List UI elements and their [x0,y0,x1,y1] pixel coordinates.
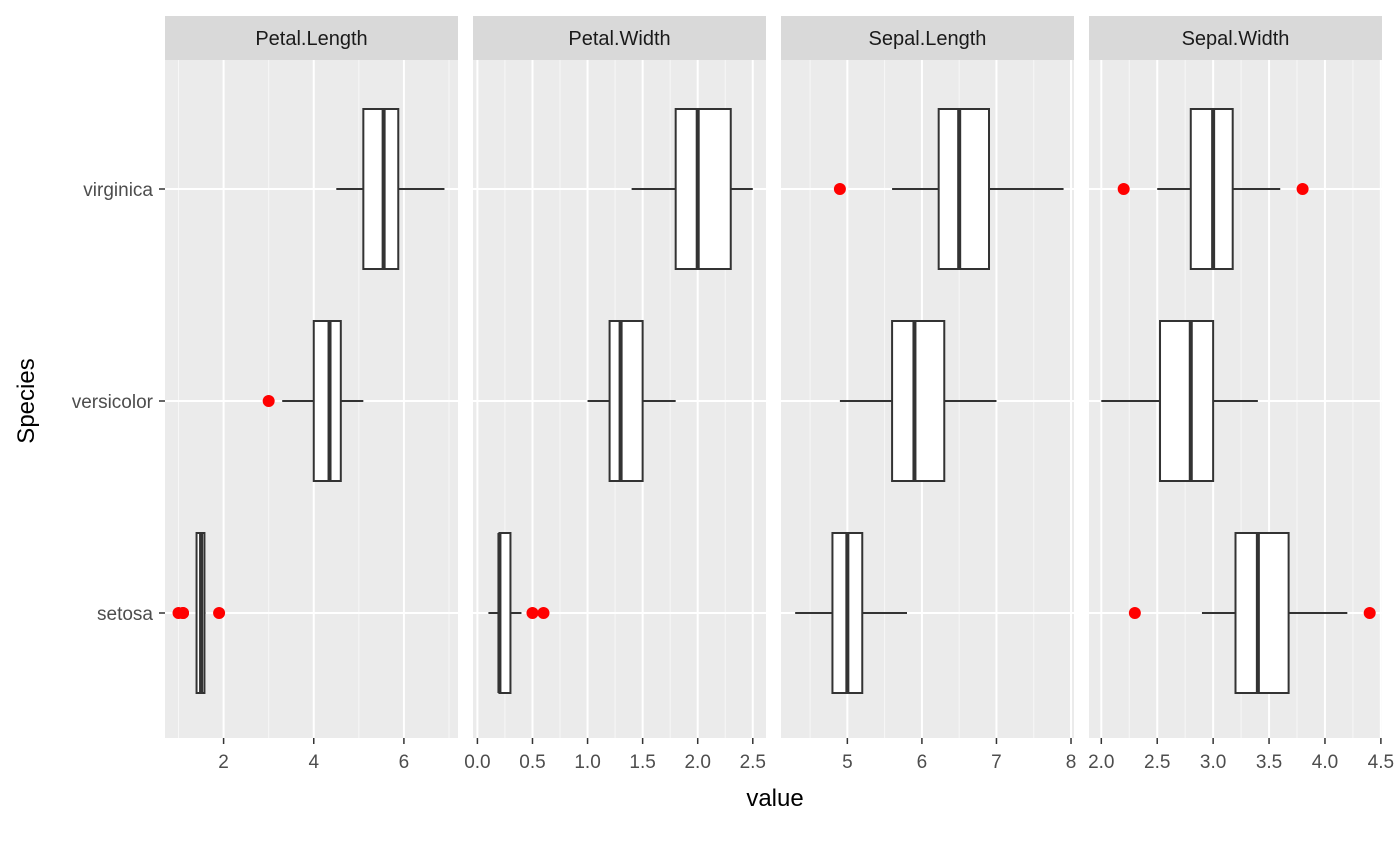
boxplot-setosa [488,532,550,694]
facet-panel: Petal.Length 2 4 6 [165,16,458,773]
outlier-point [1363,607,1376,619]
y-tick-label: setosa [97,604,153,625]
x-tick-label: 4.5 [1368,752,1394,773]
outlier-point [1128,607,1141,619]
outlier-point [262,395,275,407]
panels-layer: Petal.Length 2 4 6 Petal.Width 0.0 0.5 1.0 1.5 2.… [165,16,1394,773]
boxplot-virginica [833,108,1064,270]
x-tick-label: 2 [218,752,229,773]
facet-strip [1089,16,1382,60]
x-tick-label: 4 [308,752,319,773]
facet-strip [781,16,1074,60]
x-tick-label: 0.5 [519,752,545,773]
boxplot-setosa [795,532,907,694]
outlier-point [537,607,550,619]
facet-strip-label: Sepal.Length [869,28,987,50]
outlier-point [213,607,226,619]
x-tick-label: 2.5 [1144,752,1170,773]
boxplot-versicolor [839,320,997,482]
y-axis-title: Species [13,358,40,443]
x-tick-label: 3.5 [1256,752,1282,773]
box [608,320,644,482]
boxplot-virginica [336,108,445,270]
facet-strip-label: Petal.Width [568,28,670,50]
facet-strip [165,16,458,60]
y-tick-label: virginica [83,180,153,201]
box [674,108,732,270]
facet-panel: Petal.Width 0.0 0.5 1.0 1.5 2.0 2.5 [464,16,766,773]
x-tick-label: 5 [842,752,853,773]
x-tick-label: 6 [917,752,928,773]
box [1234,532,1290,694]
box [937,108,991,270]
x-tick-label: 2.5 [740,752,766,773]
boxplot-setosa [172,532,226,694]
x-tick-label: 7 [991,752,1002,773]
box [891,320,946,482]
boxplot-virginica [1117,108,1309,270]
facet-panel: Sepal.Length 5 6 7 8 [781,16,1076,773]
y-axis: setosa versicolor virginica [72,180,165,625]
boxplot-versicolor [587,320,676,482]
facet-strip [473,16,766,60]
box [362,108,400,270]
boxplot-setosa [1128,532,1376,694]
facet-strip-label: Sepal.Width [1182,28,1290,50]
x-tick-label: 8 [1066,752,1077,773]
box [1159,320,1215,482]
facet-strip-label: Petal.Length [255,28,367,50]
boxplot-virginica [631,108,753,270]
y-tick-label: versicolor [72,392,154,413]
outlier-point [1117,183,1130,195]
x-tick-label: 2.0 [1088,752,1114,773]
box [312,320,342,482]
outlier-point [833,183,846,195]
x-tick-label: 3.0 [1200,752,1226,773]
outlier-point [526,607,539,619]
boxplot-versicolor [1101,320,1258,482]
x-tick-label: 2.0 [684,752,710,773]
x-tick-label: 1.5 [629,752,655,773]
x-tick-label: 6 [399,752,410,773]
x-tick-label: 1.0 [574,752,600,773]
x-tick-label: 4.0 [1312,752,1338,773]
outlier-point [177,607,190,619]
panel-background [165,60,458,738]
x-tick-label: 0.0 [464,752,490,773]
outlier-point [1296,183,1309,195]
x-axis-title: value [746,785,803,812]
facet-panel: Sepal.Width 2.0 2.5 3.0 3.5 4.0 4.5 [1088,16,1394,773]
boxplot-versicolor [262,320,364,482]
